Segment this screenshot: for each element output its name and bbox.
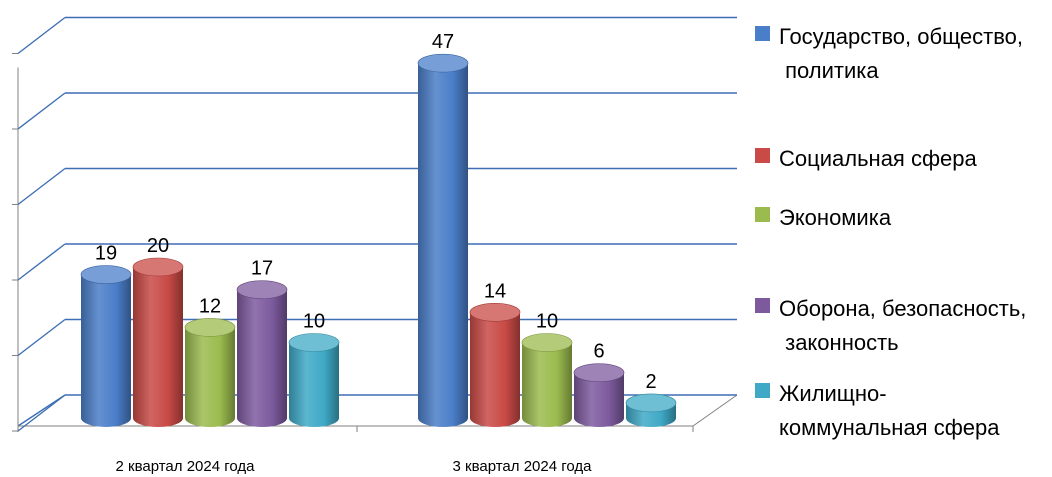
bar — [469, 302, 521, 427]
bar-body — [185, 327, 235, 427]
data-label: 47 — [432, 31, 454, 53]
data-label: 17 — [251, 258, 273, 280]
bar-body — [289, 342, 339, 427]
bar-body — [418, 63, 468, 428]
legend-swatch — [755, 26, 770, 41]
gridlines — [12, 16, 737, 432]
bar-top — [417, 53, 469, 73]
legend-label: Оборона, безопасность, законность — [779, 296, 1027, 355]
data-label: 14 — [484, 280, 506, 302]
bar — [521, 333, 573, 427]
bar-top — [236, 280, 288, 299]
bar-body — [470, 312, 520, 427]
data-label: 2 — [645, 371, 656, 393]
data-labels: 19 20 12 17 10 47 14 10 6 2 — [95, 31, 657, 393]
side-gridline — [17, 243, 66, 281]
legend: Государство, общество, политика Социальн… — [755, 0, 1052, 477]
category-label: 2 квартал 2024 года — [116, 458, 256, 475]
side-gridline — [17, 16, 66, 55]
bar-top — [184, 318, 236, 337]
bar — [288, 333, 340, 427]
side-gridline — [17, 92, 66, 130]
legend-label: Жилищно- коммунальная сфера — [779, 381, 1000, 440]
bar-top — [132, 257, 184, 277]
bar-top — [80, 265, 132, 284]
side-gridline — [17, 167, 66, 206]
bar-body — [574, 372, 624, 427]
data-label: 12 — [199, 295, 221, 317]
floor-right-edge — [692, 394, 738, 427]
bar — [132, 257, 184, 427]
category-labels: 2 квартал 2024 года 3 квартал 2024 года — [116, 458, 593, 475]
legend-swatch — [755, 298, 770, 313]
data-label: 19 — [95, 243, 117, 265]
legend-swatch — [755, 148, 770, 163]
legend-label: Государство, общество, политика — [779, 24, 1024, 83]
bar — [625, 393, 677, 427]
category-label: 3 квартал 2024 года — [453, 458, 593, 475]
legend-swatch — [755, 207, 770, 222]
bar-body — [237, 289, 287, 427]
legend-label: Социальная сфера — [779, 146, 977, 171]
bar-top — [573, 363, 625, 383]
bar — [80, 265, 132, 427]
bar-top — [625, 393, 677, 413]
bar — [184, 318, 236, 427]
side-gridline — [17, 318, 66, 357]
data-label: 6 — [593, 341, 604, 363]
bar-body — [81, 274, 131, 427]
bar — [236, 280, 288, 427]
chart-walls — [17, 67, 738, 427]
bar-body — [133, 267, 183, 427]
data-label: 20 — [147, 235, 169, 257]
bars — [80, 53, 677, 428]
legend-swatch — [755, 383, 770, 398]
data-label: 10 — [536, 311, 558, 333]
bar-top — [469, 302, 521, 322]
side-gridline — [17, 394, 66, 432]
bar-top — [288, 333, 340, 352]
bar-body — [522, 342, 572, 427]
bar — [417, 53, 469, 428]
bar — [573, 363, 625, 427]
bar-top — [521, 333, 573, 352]
legend-label: Экономика — [779, 205, 892, 230]
data-label: 10 — [303, 311, 325, 333]
